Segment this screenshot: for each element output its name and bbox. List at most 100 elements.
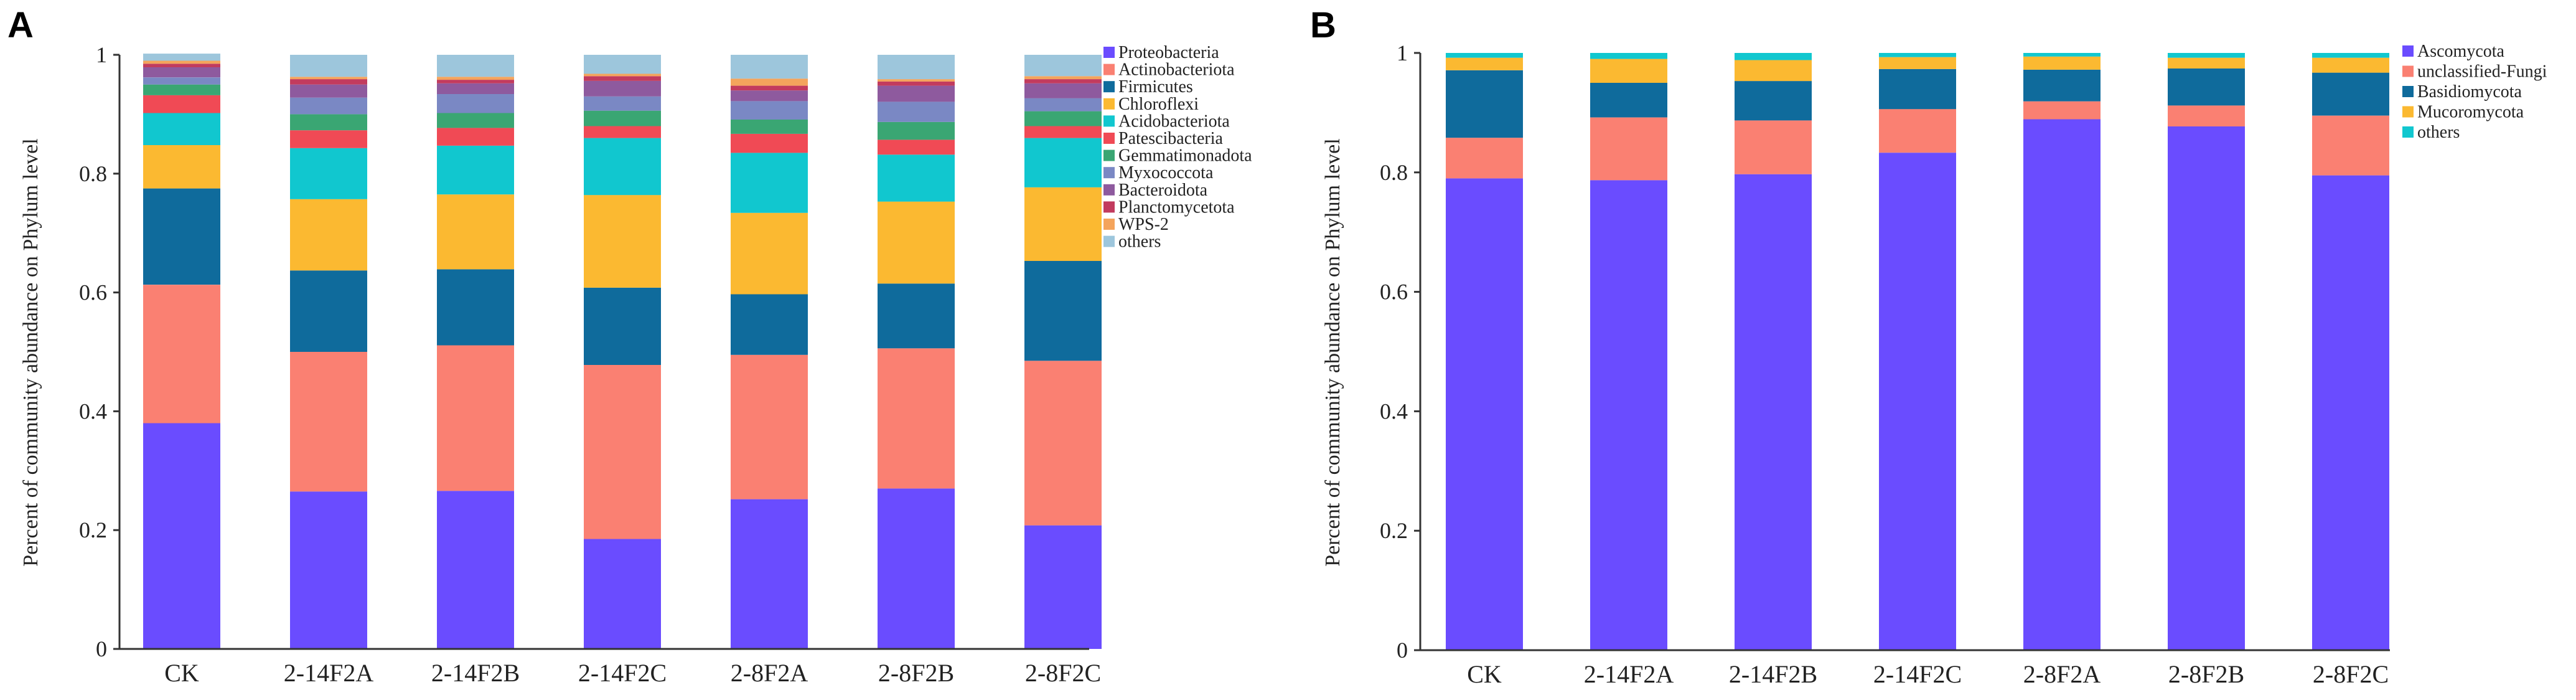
y-tick-label: 0 (1397, 638, 1408, 663)
bar-segment-2-14F2B-Mucoromycota (1735, 60, 1812, 82)
bar-segment-2-14F2B-Acidobacteriota (437, 146, 514, 195)
y-tick-label: 0.4 (79, 399, 107, 423)
bar-segment-2-8F2A-Chloroflexi (731, 212, 808, 295)
legend-label: Chloroflexi (1118, 95, 1199, 114)
legend-label: Planctomycetota (1118, 197, 1235, 217)
x-tick-label: 2-8F2B (2168, 660, 2244, 688)
bar-segment-2-8F2A-others (2023, 53, 2101, 57)
x-tick-label: 2-8F2A (2023, 660, 2101, 688)
y-tick-label: 0.8 (1380, 160, 1408, 185)
legend-label: Mucoromycota (2417, 103, 2524, 122)
panel-b-legend: Ascomycotaunclassified-FungiBasidiomycot… (2402, 42, 2547, 142)
legend-swatch (1103, 81, 1115, 93)
panel-b-letter: B (1310, 5, 1336, 45)
x-tick-label: 2-8F2B (878, 659, 954, 687)
bar-segment-2-8F2C-Mucoromycota (2312, 57, 2389, 73)
bar-segment-2-8F2B-Actinobacteriota (878, 348, 955, 489)
bar-segment-2-14F2B-Patescibacteria (437, 128, 514, 146)
bar-segment-2-8F2B-others (878, 55, 955, 80)
y-tick-label: 0.6 (1380, 280, 1408, 305)
legend-label: Bacteroidota (1118, 181, 1208, 200)
bar-segment-CK-WPS-2 (143, 60, 220, 64)
bar-segment-2-8F2B-Planctomycetota (878, 81, 955, 86)
legend-swatch (2402, 65, 2414, 77)
bar-segment-2-14F2A-Myxococcota (290, 97, 367, 115)
y-tick-label: 0.2 (1380, 518, 1408, 543)
bar-segment-2-14F2C-Acidobacteriota (584, 138, 661, 196)
bar-segment-2-8F2B-WPS-2 (878, 79, 955, 82)
bar-segment-CK-Mucoromycota (1446, 57, 1523, 70)
legend-label: Firmicutes (1118, 77, 1193, 97)
bar-segment-2-8F2B-unclassified-Fungi (2168, 105, 2245, 126)
panel-a-y-ticks: 0 0.2 0.4 0.6 0.8 1 (79, 42, 119, 661)
y-tick-label: 0.4 (1380, 399, 1408, 423)
bar-segment-CK-Gemmatimonadota (143, 84, 220, 95)
bar-segment-2-8F2B-Basidiomycota (2168, 68, 2245, 106)
bar-segment-2-14F2C-Bacteroidota (584, 81, 661, 97)
bar-segment-2-8F2A-Bacteroidota (731, 90, 808, 102)
x-tick-label: 2-8F2A (731, 659, 808, 687)
bar-segment-2-14F2B-Proteobacteria (437, 491, 514, 649)
bar-segment-2-14F2A-Gemmatimonadota (290, 114, 367, 131)
y-tick-label: 1 (96, 42, 107, 67)
bar-segment-2-14F2C-Ascomycota (1879, 153, 1956, 650)
bar-segment-2-8F2C-Planctomycetota (1024, 79, 1102, 83)
y-tick-label: 0.8 (79, 161, 107, 186)
bar-segment-CK-Patescibacteria (143, 95, 220, 113)
legend-label: Actinobacteriota (1118, 60, 1235, 80)
bar-segment-2-8F2C-Patescibacteria (1024, 126, 1102, 138)
x-tick-label: 2-14F2B (1729, 660, 1817, 688)
legend-swatch (1103, 219, 1115, 230)
bar-segment-2-14F2C-Gemmatimonadota (584, 110, 661, 126)
bar-segment-CK-Firmicutes (143, 188, 220, 285)
bar-segment-CK-Bacteroidota (143, 67, 220, 78)
bar-segment-CK-others (143, 54, 220, 61)
x-tick-label: 2-8F2C (1025, 659, 1101, 687)
bar-segment-2-8F2B-Mucoromycota (2168, 57, 2245, 69)
bar-segment-2-14F2C-Proteobacteria (584, 539, 661, 649)
bar-segment-CK-Planctomycetota (143, 64, 220, 67)
legend-swatch (1103, 167, 1115, 179)
bar-segment-2-8F2B-Acidobacteriota (878, 154, 955, 202)
legend-swatch (1103, 64, 1115, 75)
bar-segment-2-8F2A-unclassified-Fungi (2023, 101, 2101, 120)
bar-segment-2-14F2C-Actinobacteriota (584, 365, 661, 539)
x-tick-label: 2-14F2C (578, 659, 667, 687)
bar-segment-2-14F2A-others (290, 55, 367, 77)
bar-segment-2-14F2A-Basidiomycota (1590, 82, 1667, 118)
bar-segment-2-14F2B-Planctomycetota (437, 80, 514, 83)
bar-segment-2-14F2A-Acidobacteriota (290, 148, 367, 199)
legend-swatch (1103, 184, 1115, 196)
x-tick-label: CK (164, 659, 199, 687)
bar-segment-2-8F2A-Planctomycetota (731, 85, 808, 91)
bar-segment-2-14F2A-Actinobacteriota (290, 352, 367, 492)
panel-b-bars (1446, 53, 2389, 651)
x-tick-label: 2-14F2A (1584, 660, 1674, 688)
panel-b: B 0 0.2 0.4 0.6 0.8 1 CK 2-14F2A 2-14F2B 2-14F2C… (1310, 5, 2547, 688)
legend-swatch (1103, 115, 1115, 127)
legend-label: Myxococcota (1118, 163, 1214, 182)
y-tick-label: 0 (96, 636, 107, 661)
bar-segment-2-14F2B-WPS-2 (437, 77, 514, 80)
bar-segment-2-14F2C-Myxococcota (584, 96, 661, 111)
legend-label: Acidobacteriota (1118, 111, 1230, 131)
bar-segment-2-14F2B-others (437, 55, 514, 77)
bar-segment-2-14F2B-Ascomycota (1735, 174, 1812, 650)
x-tick-label: 2-14F2A (284, 659, 374, 687)
bar-segment-2-14F2A-Bacteroidota (290, 84, 367, 98)
bar-segment-2-8F2C-Basidiomycota (2312, 72, 2389, 116)
bar-segment-CK-Proteobacteria (143, 423, 220, 649)
bar-segment-2-14F2C-Planctomycetota (584, 76, 661, 81)
bar-segment-2-8F2A-Acidobacteriota (731, 153, 808, 213)
bar-segment-2-14F2A-Proteobacteria (290, 491, 367, 649)
bar-segment-CK-Basidiomycota (1446, 70, 1523, 138)
bar-segment-2-8F2A-Ascomycota (2023, 119, 2101, 650)
bar-segment-2-14F2B-Myxococcota (437, 94, 514, 113)
legend-swatch (1103, 133, 1115, 144)
bar-segment-2-8F2A-Proteobacteria (731, 499, 808, 649)
legend-label: WPS-2 (1118, 215, 1169, 234)
bar-segment-2-8F2B-Bacteroidota (878, 85, 955, 102)
legend-swatch (2402, 86, 2414, 97)
bar-segment-2-8F2C-Acidobacteriota (1024, 138, 1102, 187)
bar-segment-2-8F2C-Firmicutes (1024, 261, 1102, 361)
